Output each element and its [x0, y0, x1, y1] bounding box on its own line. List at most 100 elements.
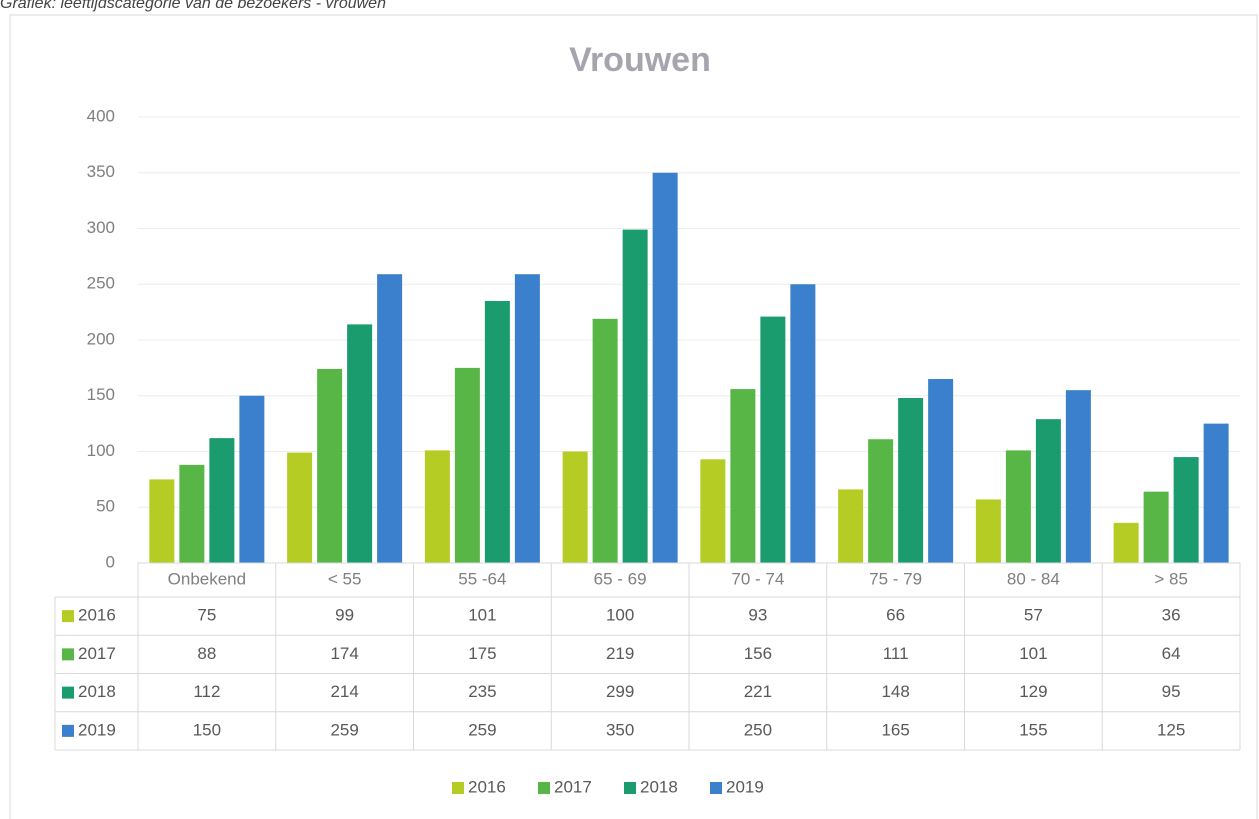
bar	[149, 479, 175, 563]
bar	[454, 367, 480, 563]
bar	[562, 451, 588, 563]
table-cell: 155	[1019, 720, 1047, 739]
table-cell: 174	[330, 644, 358, 663]
legend-label: 2019	[726, 777, 764, 796]
table-cell: 64	[1162, 644, 1181, 663]
x-tick-label: 70 - 74	[731, 569, 784, 588]
table-cell: 93	[748, 606, 767, 625]
legend-label: 2017	[554, 777, 592, 796]
bar	[898, 397, 924, 563]
x-tick-label: 65 - 69	[594, 569, 647, 588]
chart-title: Vrouwen	[569, 41, 711, 79]
x-tick-label: Onbekend	[168, 569, 246, 588]
table-cell: 101	[468, 606, 496, 625]
bar	[1005, 450, 1031, 563]
table-cell: 150	[193, 720, 221, 739]
bar	[622, 229, 648, 564]
chart-border	[9, 14, 1258, 819]
table-cell: 57	[1024, 606, 1043, 625]
table-cell: 350	[606, 720, 634, 739]
bar	[928, 379, 954, 563]
table-cell: 112	[193, 682, 220, 701]
table-cell: 99	[335, 606, 354, 625]
legend-key	[538, 782, 550, 794]
table-cell: 214	[330, 682, 358, 701]
x-tick-label: 55 -64	[458, 569, 506, 588]
table-cell: 235	[468, 682, 496, 701]
table-cell: 148	[881, 682, 909, 701]
bar	[760, 316, 786, 563]
x-tick-label: < 55	[328, 569, 362, 588]
table-cell: 111	[883, 644, 909, 663]
table-legend-key	[62, 648, 74, 661]
table-legend-key	[62, 724, 74, 737]
bar	[377, 274, 403, 563]
bar	[1113, 522, 1139, 563]
bar	[317, 368, 343, 563]
table-cell: 101	[1019, 644, 1047, 663]
bar	[514, 274, 540, 563]
y-tick-label: 100	[87, 441, 115, 460]
bar	[1173, 457, 1199, 563]
table-cell: 95	[1162, 682, 1181, 701]
bar	[1143, 491, 1169, 563]
table-cell: 36	[1162, 606, 1181, 625]
bar	[730, 389, 756, 563]
y-tick-label: 400	[87, 106, 115, 125]
bar	[700, 459, 726, 563]
bar	[975, 499, 1001, 563]
table-cell: 259	[468, 720, 496, 739]
table-cell: 156	[744, 644, 772, 663]
table-cell: 75	[197, 606, 216, 625]
table-cell: 66	[886, 606, 905, 625]
bar	[179, 464, 205, 563]
y-tick-label: 250	[87, 274, 115, 293]
legend-label: 2018	[640, 777, 678, 796]
table-row-label: 2017	[78, 644, 116, 663]
legend-key	[452, 782, 464, 794]
table-legend-key	[62, 610, 74, 623]
table-cell: 88	[197, 644, 216, 663]
x-tick-label: 80 - 84	[1007, 569, 1060, 588]
table-row-label: 2018	[78, 682, 116, 701]
table-cell: 299	[606, 682, 634, 701]
table-cell: 129	[1019, 682, 1047, 701]
bar	[209, 438, 235, 563]
x-tick-label: > 85	[1154, 569, 1188, 588]
y-tick-label: 50	[96, 497, 115, 516]
y-tick-label: 350	[87, 162, 115, 181]
table-row-label: 2019	[78, 720, 116, 739]
bar	[868, 439, 894, 563]
table-legend-key	[62, 686, 74, 699]
caption: Grafiek: leeftijdscategorie van de bezoe…	[0, 0, 386, 12]
bar	[484, 300, 510, 563]
table-cell: 165	[881, 720, 909, 739]
bar	[1203, 423, 1229, 563]
bar	[1065, 390, 1091, 563]
legend-key	[710, 782, 722, 794]
bar	[347, 324, 373, 563]
table-cell: 259	[330, 720, 358, 739]
table-row-label: 2016	[78, 606, 116, 625]
bar	[239, 395, 265, 563]
bar	[838, 489, 864, 563]
y-tick-label: 300	[87, 218, 115, 237]
y-tick-label: 200	[87, 329, 115, 348]
y-tick-label: 0	[106, 552, 115, 571]
table-cell: 219	[606, 644, 634, 663]
table-cell: 221	[744, 682, 772, 701]
table-cell: 125	[1157, 720, 1185, 739]
table-cell: 175	[468, 644, 496, 663]
y-tick-label: 150	[87, 385, 115, 404]
x-tick-label: 75 - 79	[869, 569, 922, 588]
bar	[790, 284, 816, 563]
bar	[592, 318, 618, 563]
bar	[424, 450, 450, 563]
bar	[1035, 419, 1061, 563]
bar	[287, 452, 313, 563]
legend-label: 2016	[468, 777, 506, 796]
bar	[652, 172, 678, 563]
table-cell: 250	[744, 720, 772, 739]
